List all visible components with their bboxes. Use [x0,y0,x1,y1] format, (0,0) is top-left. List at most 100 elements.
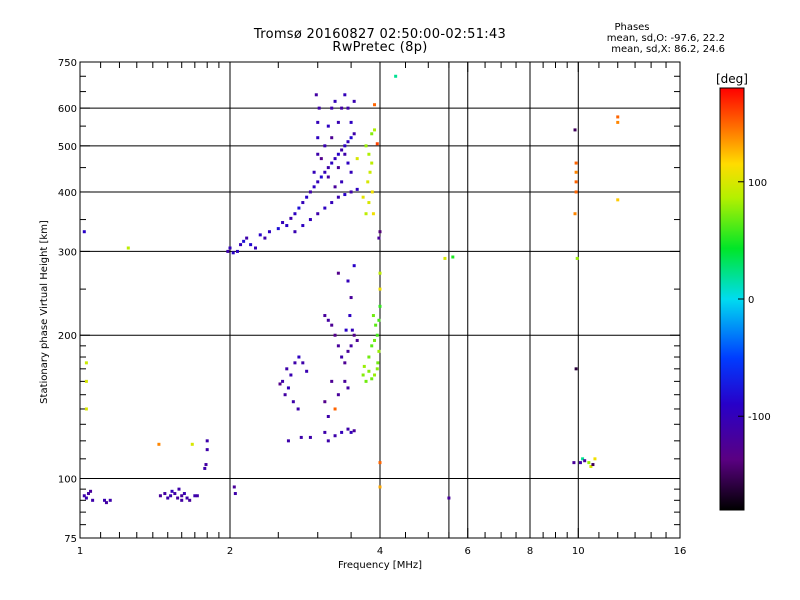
data-point [333,157,337,161]
data-point [82,494,86,498]
data-point [370,344,374,348]
data-point [289,216,293,220]
data-point [185,496,189,500]
y-tick-label: 600 [58,104,77,115]
x-axis-label: Frequency [MHz] [338,560,422,571]
x-tick-label: 8 [527,546,533,557]
data-point [378,230,382,234]
data-point [447,496,451,500]
data-point [349,296,353,300]
data-point [245,236,249,240]
data-point [583,459,587,463]
data-point [317,106,321,110]
data-point [343,379,347,383]
data-point [375,367,379,371]
data-point [239,243,243,247]
data-point [242,239,246,243]
data-point [378,304,382,308]
data-point [182,492,186,496]
data-point [293,230,297,234]
data-point [333,434,337,438]
data-point [293,361,297,365]
data-point [323,430,327,434]
x-tick-label: 16 [674,546,687,557]
data-point [308,435,312,439]
data-point [346,140,350,144]
colorbar-tick-label: -100 [748,412,771,423]
data-point [616,115,620,119]
data-point [193,494,197,498]
data-point [370,190,374,194]
data-point [371,314,375,318]
data-point [574,180,578,184]
data-point [163,492,167,496]
data-point [349,136,353,140]
data-point [352,132,356,136]
data-point [232,485,236,489]
data-point [375,142,379,146]
data-point [177,487,181,491]
data-point [350,328,354,332]
data-point [204,463,208,467]
data-point [267,230,271,234]
colorbar-label: [deg] [716,72,748,86]
data-point [340,148,344,152]
data-point [249,243,253,247]
phase-stats-o-mode: mean, sd,O: -97.6, 22.2 [606,33,725,44]
data-point [377,318,381,322]
data-point [333,407,337,411]
data-point [349,430,353,434]
y-tick-label: 500 [58,142,77,153]
data-point [346,279,350,283]
data-point [581,457,585,461]
y-tick-label: 100 [58,475,77,486]
data-point [308,190,312,194]
data-point [373,338,377,342]
data-point [377,349,381,353]
data-point [367,152,371,156]
data-point [378,485,382,489]
data-point [355,187,359,191]
data-point [367,201,371,205]
data-point [593,457,597,461]
data-point [340,180,344,184]
data-point [370,377,374,381]
data-point [89,489,93,493]
data-point [316,136,320,140]
data-point [352,429,356,433]
data-point [173,492,177,496]
data-point [314,93,318,97]
data-point [231,251,235,255]
data-point [346,161,350,165]
phase-stats-heading: Phases [614,22,650,33]
data-point [589,464,593,468]
data-point [233,492,237,496]
data-point [336,120,340,124]
data-point [343,152,347,156]
data-point [169,494,173,498]
data-point [349,170,353,174]
data-point [281,221,285,225]
data-point [108,498,112,502]
data-point [180,494,184,498]
data-point [263,236,267,240]
x-tick-label: 10 [572,546,585,557]
data-point [370,132,374,136]
data-point [451,255,455,259]
data-point [330,323,334,327]
data-point [301,201,305,205]
data-point [340,430,344,434]
data-point [371,212,375,216]
data-point [316,180,320,184]
chart-subtitle: RwPretec (8p) [332,40,428,55]
data-point [366,180,370,184]
data-point [283,393,287,397]
data-point [352,99,356,103]
data-point [326,166,330,170]
data-point [343,361,347,365]
data-point [86,492,90,496]
data-point [296,407,300,411]
data-point [157,442,161,446]
data-point [326,414,330,418]
data-point [343,144,347,148]
